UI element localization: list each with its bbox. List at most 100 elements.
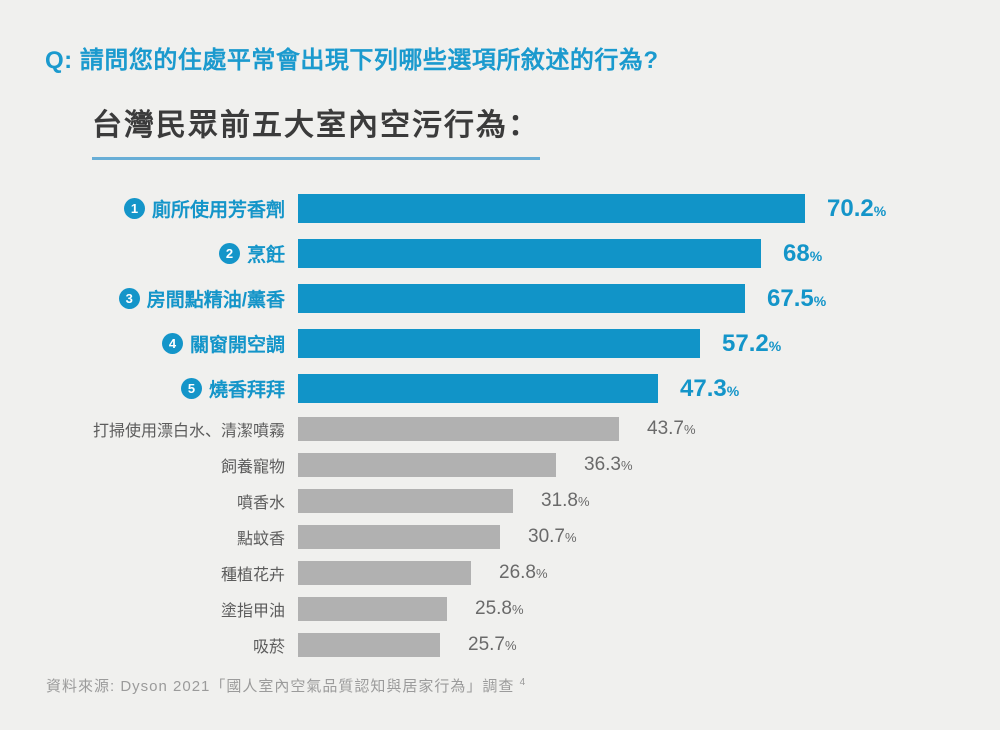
percent-sign: %	[620, 458, 633, 473]
category-label: 種植花卉	[220, 567, 285, 584]
chart-row: 塗指甲油 25.8%	[45, 591, 960, 627]
chart-row: 點蚊香 30.7%	[45, 519, 960, 555]
bar-cell: 70.2%	[298, 194, 960, 223]
value-label: 70.2%	[827, 195, 886, 223]
category-label-cell: 3 房間點精油/薰香	[45, 285, 298, 312]
value-label: 43.7%	[647, 418, 696, 440]
footnote-marker: 4	[519, 677, 527, 688]
category-label: 點蚊香	[236, 531, 285, 548]
rank-badge: 3	[118, 288, 140, 309]
bar	[298, 453, 556, 477]
bar-cell: 25.7%	[298, 633, 960, 657]
bar	[298, 329, 700, 358]
value-number: 25.8	[475, 598, 512, 619]
category-label-cell: 塗指甲油	[45, 597, 298, 621]
value-number: 67.5	[767, 284, 814, 312]
value-number: 57.2	[722, 329, 769, 357]
value-label: 31.8%	[541, 490, 590, 512]
percent-sign: %	[535, 566, 548, 581]
bar	[298, 597, 447, 621]
category-label: 烹飪	[246, 245, 285, 266]
percent-sign: %	[564, 530, 577, 545]
bar-cell: 43.7%	[298, 417, 960, 441]
category-label-cell: 2 烹飪	[45, 240, 298, 267]
bar-cell: 67.5%	[298, 284, 960, 313]
category-label: 燒香拜拜	[208, 380, 285, 401]
bar-cell: 57.2%	[298, 329, 960, 358]
category-label-cell: 4 關窗開空調	[45, 330, 298, 357]
percent-sign: %	[577, 494, 590, 509]
value-label: 47.3%	[680, 375, 739, 403]
value-label: 25.8%	[475, 598, 524, 620]
value-label: 68%	[783, 240, 822, 268]
source-note: 資料來源: Dyson 2021「國人室內空氣品質認知與居家行為」調查 4	[46, 675, 960, 696]
value-number: 68	[783, 239, 810, 267]
value-number: 25.7	[468, 634, 505, 655]
category-label-cell: 1 廁所使用芳香劑	[45, 195, 298, 222]
chart-row: 1 廁所使用芳香劑 70.2%	[45, 186, 960, 231]
percent-sign: %	[768, 337, 782, 354]
value-number: 31.8	[541, 490, 578, 511]
bar	[298, 194, 805, 223]
bar-cell: 31.8%	[298, 489, 960, 513]
bar	[298, 239, 761, 268]
source-text: 資料來源: Dyson 2021「國人室內空氣品質認知與居家行為」調查	[46, 678, 515, 695]
category-label-cell: 5 燒香拜拜	[45, 375, 298, 402]
chart-row: 噴香水 31.8%	[45, 483, 960, 519]
percent-sign: %	[511, 602, 524, 617]
chart-title: 台灣民眾前五大室內空污行為：	[92, 100, 540, 160]
chart-row: 5 燒香拜拜 47.3%	[45, 366, 960, 411]
rank-badge: 5	[180, 378, 202, 399]
category-label-cell: 點蚊香	[45, 525, 298, 549]
value-number: 36.3	[584, 454, 621, 475]
category-label: 房間點精油/薰香	[146, 290, 285, 311]
chart-row: 飼養寵物 36.3%	[45, 447, 960, 483]
value-label: 57.2%	[722, 330, 781, 358]
bar-cell: 36.3%	[298, 453, 960, 477]
category-label: 飼養寵物	[220, 459, 285, 476]
category-label-cell: 吸菸	[45, 633, 298, 657]
percent-sign: %	[683, 422, 696, 437]
category-label: 關窗開空調	[189, 335, 285, 356]
value-label: 25.7%	[468, 634, 517, 656]
bar	[298, 284, 745, 313]
category-label: 噴香水	[236, 495, 285, 512]
percent-sign: %	[813, 292, 827, 309]
chart-row: 2 烹飪 68%	[45, 231, 960, 276]
value-number: 70.2	[827, 194, 874, 222]
value-number: 43.7	[647, 418, 684, 439]
value-label: 26.8%	[499, 562, 548, 584]
percent-sign: %	[504, 638, 517, 653]
category-label-cell: 飼養寵物	[45, 453, 298, 477]
bar-cell: 47.3%	[298, 374, 960, 403]
bar-cell: 30.7%	[298, 525, 960, 549]
chart-row: 打掃使用漂白水、清潔噴霧 43.7%	[45, 411, 960, 447]
category-label-cell: 種植花卉	[45, 561, 298, 585]
bar	[298, 489, 513, 513]
category-label-cell: 噴香水	[45, 489, 298, 513]
percent-sign: %	[726, 382, 740, 399]
question-title: Q: 請問您的住處平常會出現下列哪些選項所敘述的行為?	[45, 47, 659, 74]
rank-badge: 4	[161, 333, 183, 354]
value-label: 67.5%	[767, 285, 826, 313]
bar-cell: 25.8%	[298, 597, 960, 621]
bar	[298, 561, 471, 585]
value-label: 36.3%	[584, 454, 633, 476]
bar	[298, 417, 619, 441]
category-label-cell: 打掃使用漂白水、清潔噴霧	[45, 417, 298, 441]
chart-row: 4 關窗開空調 57.2%	[45, 321, 960, 366]
bar-cell: 26.8%	[298, 561, 960, 585]
category-label: 吸菸	[252, 639, 285, 656]
value-number: 26.8	[499, 562, 536, 583]
chart-row: 3 房間點精油/薰香 67.5%	[45, 276, 960, 321]
rank-badge: 1	[123, 198, 145, 219]
category-label: 打掃使用漂白水、清潔噴霧	[92, 423, 285, 440]
chart-row: 吸菸 25.7%	[45, 627, 960, 663]
category-label: 塗指甲油	[220, 603, 285, 620]
value-number: 47.3	[680, 374, 727, 402]
percent-sign: %	[809, 247, 823, 264]
subtitle-row: 台灣民眾前五大室內空污行為：	[45, 75, 960, 160]
rank-badge: 2	[218, 243, 240, 264]
bar-chart: 1 廁所使用芳香劑 70.2% 2 烹飪 68% 3 房間點精油/薰香	[45, 186, 960, 663]
